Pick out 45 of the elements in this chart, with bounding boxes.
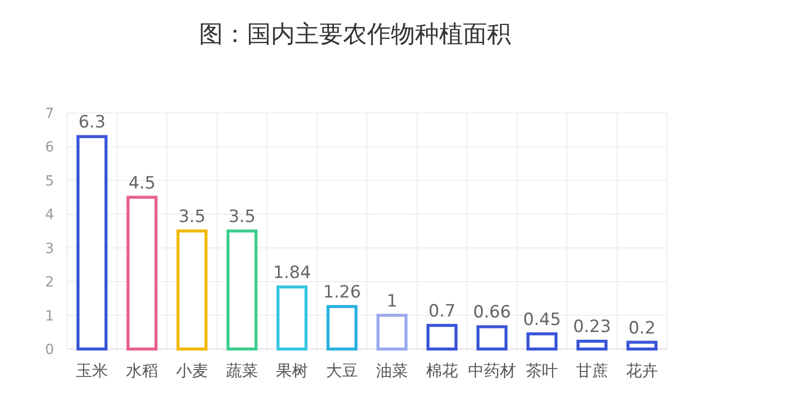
x-tick-label: 花卉 <box>626 361 658 380</box>
y-tick-label: 1 <box>45 308 54 324</box>
data-label: 4.5 <box>128 173 156 194</box>
x-tick-label: 茶叶 <box>526 361 558 380</box>
data-label: 3.5 <box>178 207 206 227</box>
data-label: 0.23 <box>573 317 611 338</box>
x-tick-label: 果树 <box>276 361 308 380</box>
data-label: 1 <box>386 291 398 312</box>
data-label: 6.3 <box>78 112 106 133</box>
x-tick-label: 玉米 <box>76 361 108 380</box>
bar <box>226 230 258 350</box>
data-label: 0.66 <box>473 302 511 323</box>
bar <box>176 230 208 350</box>
data-label: 1.84 <box>273 262 311 283</box>
data-label: 1.26 <box>323 282 361 303</box>
bar <box>626 340 658 350</box>
x-tick-label: 大豆 <box>326 361 358 380</box>
chart-title: 图：国内主要农作物种植面积 <box>199 20 511 48</box>
y-tick-label: 3 <box>45 240 54 257</box>
bar <box>126 196 158 350</box>
bar <box>576 340 608 350</box>
bar <box>476 325 508 350</box>
x-tick-label: 小麦 <box>176 361 208 380</box>
y-tick-label: 7 <box>45 106 54 122</box>
bar <box>76 135 108 350</box>
x-tick-label: 油菜 <box>376 361 408 380</box>
bar <box>526 332 558 350</box>
data-label: 0.7 <box>428 301 456 322</box>
x-tick-label: 棉花 <box>426 361 458 380</box>
x-tick-label: 甘蔗 <box>576 361 608 380</box>
data-label: 3.5 <box>228 207 256 227</box>
data-label: 0.45 <box>523 310 561 330</box>
y-tick-label: 2 <box>45 274 54 291</box>
bar <box>426 324 458 350</box>
x-tick-label: 水稻 <box>126 361 158 380</box>
bar <box>276 285 308 350</box>
bar <box>326 305 358 350</box>
bar <box>376 314 408 350</box>
y-tick-label: 4 <box>45 207 54 224</box>
data-label: 0.2 <box>628 318 656 338</box>
x-tick-label: 中药材 <box>468 361 516 380</box>
y-tick-label: 0 <box>45 342 54 358</box>
y-tick-label: 6 <box>45 140 54 156</box>
y-tick-label: 5 <box>45 173 54 190</box>
x-tick-label: 蔬菜 <box>226 361 258 380</box>
